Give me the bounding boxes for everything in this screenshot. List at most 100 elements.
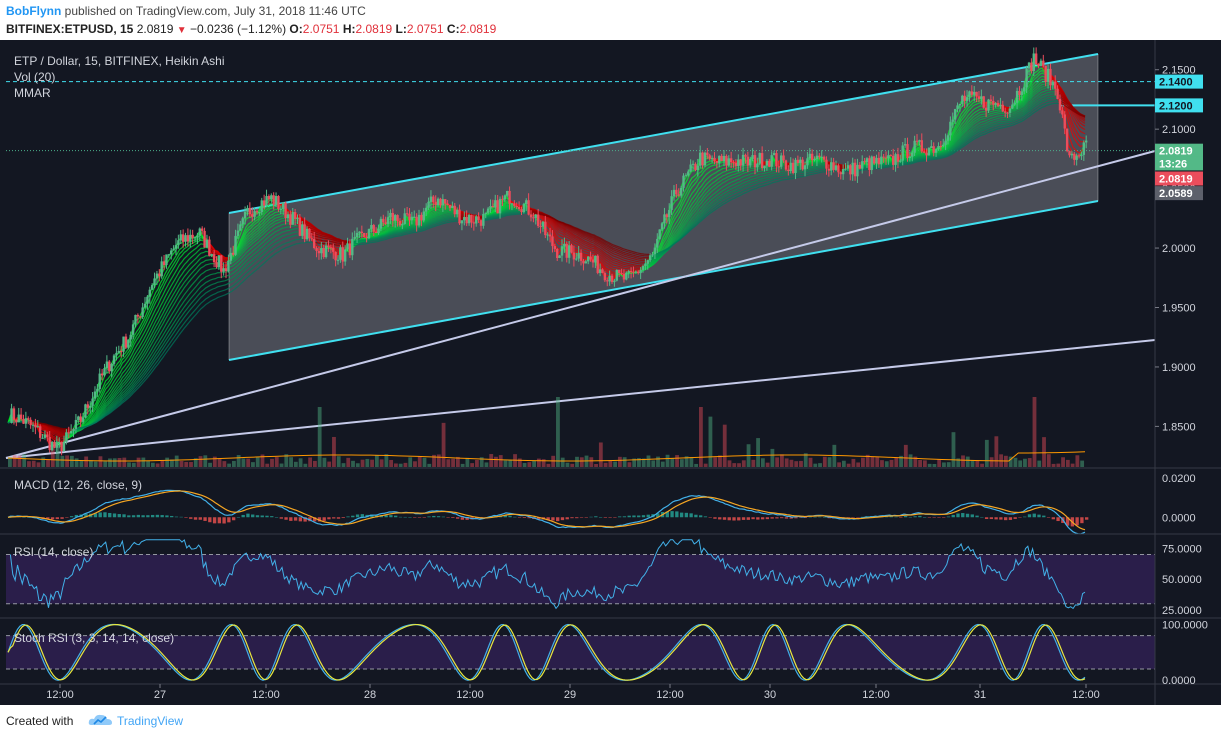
volume-bar [489, 454, 494, 467]
volume-bar [212, 456, 217, 467]
channel-upper-line [228, 53, 1099, 214]
candle-body [625, 272, 628, 280]
mmar-ema-line [894, 91, 1057, 164]
mmar-ema-line [207, 247, 230, 259]
price-badge [1155, 98, 1203, 113]
macd-histogram-bar [341, 517, 345, 519]
volume-bar [1037, 460, 1042, 467]
candle-body [575, 258, 578, 260]
mmar-ema-line [870, 97, 1057, 168]
candle-body [55, 442, 59, 448]
candle-body [801, 159, 804, 170]
candle-body [217, 255, 221, 268]
macd-histogram-bar [656, 513, 660, 518]
macd-histogram-bar [432, 515, 436, 518]
candle-body [675, 189, 678, 195]
candle-body [298, 217, 302, 236]
candle-body [60, 441, 63, 451]
volume-bar [870, 456, 875, 467]
candle-body [765, 160, 769, 166]
candle-body [598, 269, 602, 273]
candle-body [970, 91, 974, 95]
mmar-ema-line [934, 108, 985, 152]
volume-bar [131, 462, 136, 467]
candle-body [10, 408, 13, 423]
open-label: O: [289, 22, 303, 36]
candle-body [403, 213, 406, 224]
candle-body [353, 237, 356, 239]
candle-body [491, 206, 495, 208]
candle-body [43, 434, 47, 438]
tradingview-brand-link[interactable]: TradingView [117, 714, 184, 728]
macd-histogram-bar [55, 517, 59, 520]
candle-body [787, 169, 790, 172]
macd-histogram-bar [594, 516, 598, 518]
rsi-pane[interactable] [6, 538, 1155, 610]
volume-bar [603, 462, 608, 467]
candle-body [665, 214, 669, 218]
stoch-rsi-pane[interactable] [6, 623, 1155, 681]
candle-body [977, 96, 981, 99]
time-axis[interactable]: 12:00 27 12:00 28 12:00 29 12:00 30 12:00 31 12:00 [46, 684, 1100, 701]
macd-pane[interactable] [7, 489, 1089, 535]
candle-body [803, 165, 807, 170]
candle-body [725, 155, 728, 166]
candle-body [486, 208, 490, 213]
candle-body [205, 239, 209, 248]
macd-histogram-bar [808, 516, 812, 518]
candle-body [889, 155, 892, 157]
volume-bar [332, 436, 336, 467]
candle-body [327, 245, 330, 248]
price-badge-label: 13:26 [1159, 158, 1187, 170]
volume-bar [813, 463, 818, 467]
volume-bar [732, 463, 737, 467]
chart-canvas[interactable]: 2.15002.10002.05002.00001.95001.90001.85… [0, 40, 1221, 705]
candle-body [532, 217, 535, 219]
volume-bar [970, 460, 975, 467]
candle-body [632, 271, 635, 273]
candle-body [775, 153, 778, 167]
candle-body [1018, 90, 1021, 95]
mmar-ema-line [527, 206, 640, 272]
candle-body [424, 207, 428, 212]
volume-bar [117, 457, 122, 467]
volume-bar [727, 460, 732, 467]
volume-bar [1023, 458, 1027, 467]
macd-histogram-bar [265, 515, 269, 518]
macd-histogram-bar [803, 517, 808, 518]
candle-body [570, 245, 573, 253]
candle-body [203, 230, 206, 248]
volume-bar [989, 457, 994, 467]
volume-bar [536, 458, 541, 467]
macd-histogram-bar [536, 517, 541, 520]
macd-histogram-bar [465, 517, 469, 520]
volume-bar [765, 462, 770, 467]
volume-bar [827, 457, 832, 467]
macd-histogram-bar [441, 516, 445, 518]
volume-bar [112, 458, 117, 467]
candle-body [615, 269, 618, 281]
candle-body [329, 247, 333, 249]
candle-body [865, 158, 869, 163]
price-badge [1155, 156, 1203, 171]
candle-body [198, 228, 202, 236]
macd-histogram-bar [1008, 517, 1013, 520]
volume-bar [417, 456, 422, 467]
candle-body [341, 247, 344, 262]
candle-body [174, 245, 178, 249]
author-link[interactable]: BobFlynn [6, 4, 62, 18]
macd-histogram-bar [1023, 516, 1027, 518]
volume-bar [937, 459, 942, 467]
channel-lower-line [228, 200, 1099, 361]
price-pane[interactable] [5, 47, 1156, 467]
candle-body [267, 196, 271, 200]
macd-histogram-bar [1042, 515, 1046, 518]
candle-body [663, 214, 666, 224]
candle-body [1011, 104, 1014, 109]
price-axis[interactable]: 2.15002.10002.05002.00001.95001.90001.85… [1155, 65, 1208, 687]
volume-bar [241, 458, 246, 467]
candle-body [396, 215, 399, 221]
volume-bar [579, 457, 584, 467]
volume-bar [60, 455, 65, 467]
candle-body [1068, 151, 1071, 156]
